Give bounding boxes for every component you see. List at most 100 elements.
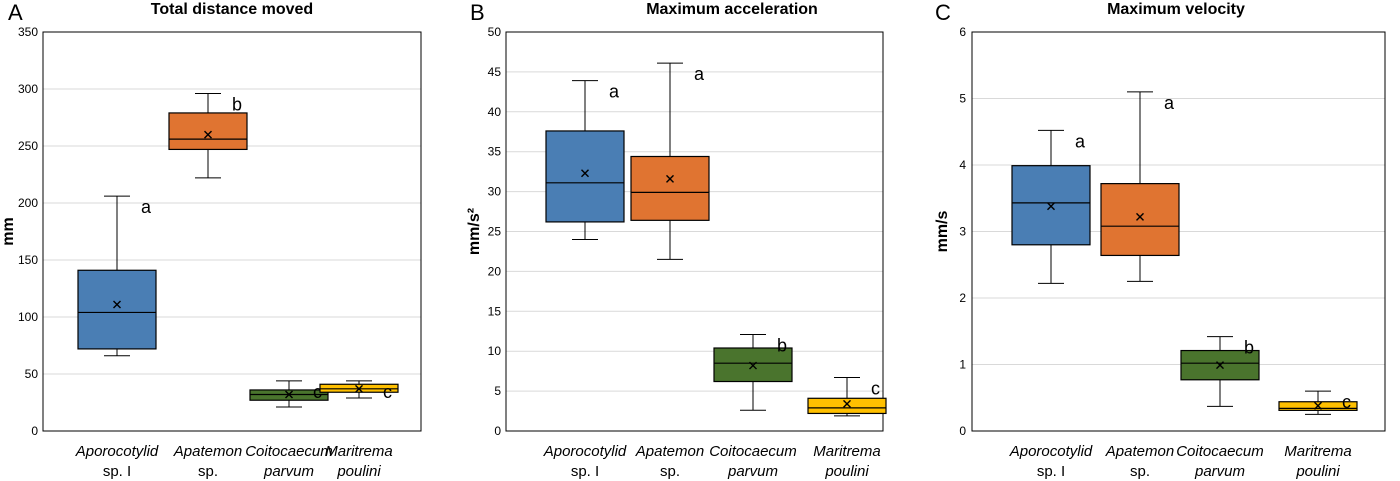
plot-frame	[42, 31, 422, 432]
box-apatemon-sp: b	[168, 93, 248, 179]
y-tick-label: 2	[959, 291, 966, 305]
mean-marker	[666, 174, 674, 183]
y-tick-label: 1	[959, 358, 966, 372]
y-tick-label: 250	[18, 139, 38, 153]
chart-title: Maximum velocity	[1107, 1, 1245, 18]
box-maritrema-poulini: c	[319, 380, 399, 402]
x-category-label-line1: Apatemon	[1105, 443, 1174, 460]
y-tick-label: 30	[488, 185, 502, 199]
panel-letter: C	[935, 0, 951, 25]
x-category-label-line1: Maritrema	[325, 443, 393, 460]
significance-letter: a	[141, 197, 152, 217]
mean-marker	[843, 399, 851, 408]
x-category-label-line1: Aporocotylid	[1009, 443, 1093, 460]
chart-title: Total distance moved	[151, 1, 313, 18]
y-tick-label: 5	[959, 92, 966, 106]
box-apatemon-sp: a	[630, 62, 710, 260]
y-tick-label: 15	[488, 304, 502, 318]
x-category-label-line2: sp.	[198, 463, 218, 480]
y-tick-label: 35	[488, 145, 502, 159]
y-tick-label: 6	[959, 25, 966, 39]
y-tick-label: 0	[494, 424, 501, 438]
x-category-label-line2: sp. I	[103, 463, 131, 480]
x-category-label-line2: sp. I	[571, 463, 599, 480]
x-category-label-line1: Maritrema	[1284, 443, 1352, 460]
x-category-label-line2: poulini	[824, 463, 869, 480]
box-aporocotylid-sp-i: a	[1011, 129, 1091, 284]
y-tick-label: 4	[959, 158, 966, 172]
box-aporocotylid-sp-i: a	[77, 195, 157, 357]
panel-b: B Maximum acceleration 0 5 10 15 20 25 30 35 40 45 5…	[466, 0, 887, 480]
panel-a: A Total distance moved 0 50 100 150 200 250 300 3…	[0, 0, 422, 480]
plot-frame	[971, 31, 1386, 432]
significance-letter: b	[232, 95, 242, 115]
chart-title: Maximum acceleration	[646, 1, 818, 18]
x-category-label-line1: Coitocaecum	[245, 443, 333, 460]
mean-marker	[1136, 212, 1144, 221]
iqr-box	[545, 130, 625, 223]
x-category-label-line2: parvum	[1194, 463, 1245, 480]
x-category-label-line2: parvum	[727, 463, 778, 480]
y-tick-label: 40	[488, 105, 502, 119]
significance-letter: b	[1244, 338, 1254, 358]
y-tick-label: 150	[18, 253, 38, 267]
y-axis-label: mm	[0, 217, 17, 245]
box-aporocotylid-sp-i: a	[545, 80, 625, 240]
mean-marker	[1314, 401, 1322, 410]
y-tick-label: 0	[31, 424, 38, 438]
y-tick-label: 10	[488, 344, 502, 358]
box-maritrema-poulini: c	[1278, 390, 1358, 415]
mean-marker	[749, 361, 757, 370]
mean-marker	[355, 384, 363, 393]
y-tick-label: 200	[18, 196, 38, 210]
panel-letter: A	[8, 0, 23, 25]
mean-marker	[1047, 202, 1055, 211]
x-category-label-line2: poulini	[336, 463, 381, 480]
significance-letter: c	[313, 382, 322, 402]
box-coitocaecum-parvum: b	[1180, 336, 1260, 407]
y-axis-label: mm/s²	[466, 208, 483, 255]
y-tick-label: 300	[18, 82, 38, 96]
mean-marker	[581, 169, 589, 178]
box-maritrema-poulini: c	[807, 377, 887, 417]
y-tick-label: 100	[18, 310, 38, 324]
box-coitocaecum-parvum: c	[249, 380, 329, 408]
box-apatemon-sp: a	[1100, 91, 1180, 282]
y-tick-label: 50	[488, 25, 502, 39]
x-category-label-line2: sp. I	[1037, 463, 1065, 480]
y-tick-label: 50	[25, 367, 39, 381]
x-category-label-line1: Coitocaecum	[1176, 443, 1264, 460]
iqr-box	[807, 397, 887, 415]
significance-letter: c	[383, 382, 392, 402]
x-category-label-line1: Coitocaecum	[709, 443, 797, 460]
x-category-label-line1: Maritrema	[813, 443, 881, 460]
iqr-box	[1100, 183, 1180, 257]
panel-letter: B	[470, 0, 485, 25]
x-category-label-line2: sp.	[1130, 463, 1150, 480]
mean-marker	[204, 130, 212, 139]
x-category-label-line1: Aporocotylid	[543, 443, 627, 460]
box-coitocaecum-parvum: b	[713, 333, 793, 411]
mean-marker	[1216, 361, 1224, 370]
iqr-box	[168, 112, 248, 151]
iqr-box	[630, 155, 710, 221]
y-tick-label: 45	[488, 65, 502, 79]
iqr-box	[77, 269, 157, 350]
panel-c: C Maximum velocity 0 1 2 3 4 5 6 mm/s a a b c Aporocot…	[934, 0, 1386, 480]
mean-marker	[113, 300, 121, 309]
x-category-label-line2: parvum	[263, 463, 314, 480]
significance-letter: c	[871, 379, 880, 399]
significance-letter: a	[1075, 131, 1086, 151]
significance-letter: c	[1342, 392, 1351, 412]
plot-frame	[505, 31, 884, 432]
significance-letter: a	[1164, 93, 1175, 113]
y-tick-label: 5	[494, 384, 501, 398]
y-tick-label: 25	[488, 225, 502, 239]
y-tick-label: 350	[18, 25, 38, 39]
x-category-label-line1: Apatemon	[173, 443, 242, 460]
x-category-label-line2: sp.	[660, 463, 680, 480]
iqr-box	[713, 347, 793, 383]
significance-letter: b	[777, 335, 787, 355]
y-tick-label: 3	[959, 225, 966, 239]
